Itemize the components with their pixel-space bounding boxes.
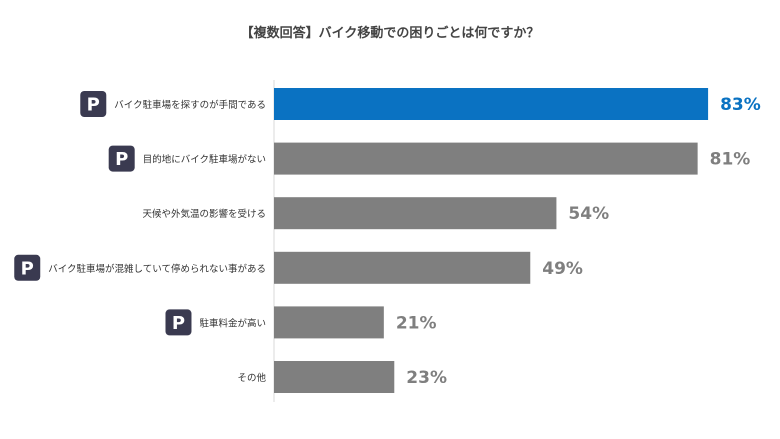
bar	[274, 361, 395, 393]
svg-text:P: P	[21, 258, 34, 279]
bar	[274, 197, 557, 230]
chart-title: 【複数回答】バイク移動での困りごとは何ですか？	[240, 26, 540, 41]
parking-icon: P	[14, 254, 41, 281]
category-label: 天候や外気温の影響を受ける	[142, 208, 266, 220]
parking-icon: P	[108, 145, 135, 172]
bar	[274, 251, 531, 284]
value-label: 83%	[720, 95, 761, 115]
category-label: 駐車料金が高い	[199, 317, 266, 329]
category-label: バイク駐車場が混雑していて停められない事がある	[48, 263, 266, 275]
parking-icon: P	[80, 91, 107, 117]
category-label: 目的地にバイク駐車場がない	[143, 154, 266, 166]
value-label: 49%	[542, 259, 583, 279]
bar	[274, 306, 384, 339]
value-label: 81%	[710, 150, 751, 170]
bar	[274, 88, 709, 120]
value-label: 54%	[568, 204, 609, 224]
svg-text:P: P	[172, 313, 185, 334]
category-label: バイク駐車場を探すのが手間である	[114, 99, 266, 111]
svg-text:P: P	[115, 149, 128, 170]
value-label: 23%	[406, 368, 447, 388]
parking-icon: P	[165, 309, 192, 336]
category-label: その他	[237, 372, 266, 384]
svg-text:P: P	[87, 95, 100, 116]
value-label: 21%	[396, 313, 437, 333]
bar	[274, 142, 698, 175]
